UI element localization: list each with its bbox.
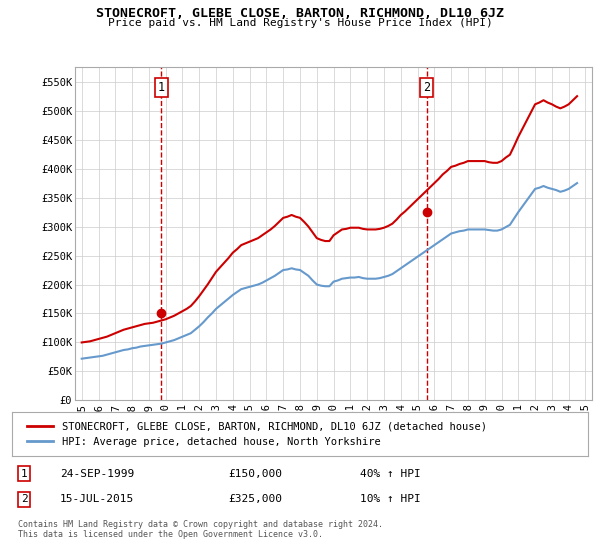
Text: 40% ↑ HPI: 40% ↑ HPI <box>360 469 421 479</box>
Text: STONECROFT, GLEBE CLOSE, BARTON, RICHMOND, DL10 6JZ: STONECROFT, GLEBE CLOSE, BARTON, RICHMON… <box>96 7 504 20</box>
Text: Contains HM Land Registry data © Crown copyright and database right 2024.
This d: Contains HM Land Registry data © Crown c… <box>18 520 383 539</box>
Text: 2: 2 <box>20 494 28 505</box>
Text: 1: 1 <box>20 469 28 479</box>
Text: 15-JUL-2015: 15-JUL-2015 <box>60 494 134 505</box>
Text: 2: 2 <box>423 81 430 94</box>
Legend: STONECROFT, GLEBE CLOSE, BARTON, RICHMOND, DL10 6JZ (detached house), HPI: Avera: STONECROFT, GLEBE CLOSE, BARTON, RICHMON… <box>23 417 491 451</box>
Text: £325,000: £325,000 <box>228 494 282 505</box>
Text: 24-SEP-1999: 24-SEP-1999 <box>60 469 134 479</box>
Text: £150,000: £150,000 <box>228 469 282 479</box>
Text: 10% ↑ HPI: 10% ↑ HPI <box>360 494 421 505</box>
Text: Price paid vs. HM Land Registry's House Price Index (HPI): Price paid vs. HM Land Registry's House … <box>107 18 493 28</box>
Text: 1: 1 <box>158 81 165 94</box>
